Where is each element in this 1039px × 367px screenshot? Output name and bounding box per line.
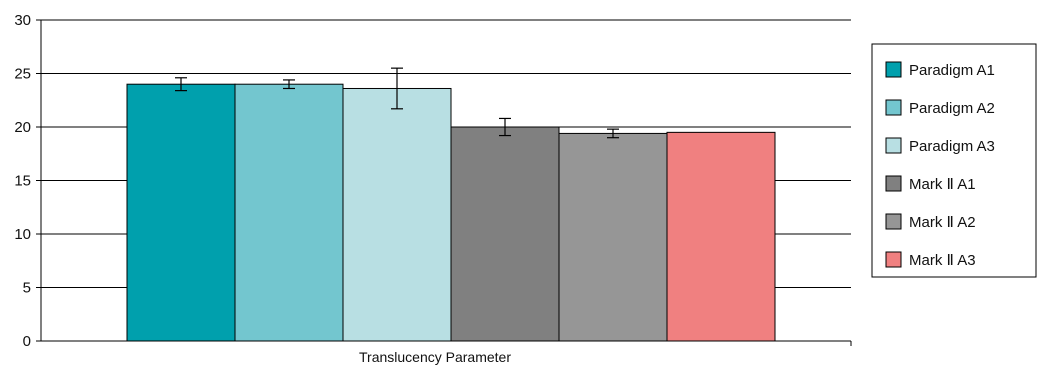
y-tick-label: 0 (23, 333, 31, 350)
x-axis-title: Translucency Parameter (359, 349, 511, 365)
legend-swatch (885, 99, 902, 116)
axes: 0 5 10 15 20 25 30 (14, 12, 852, 350)
legend-swatch (885, 175, 902, 192)
legend-swatch (885, 251, 902, 268)
legend-swatch (885, 213, 902, 230)
bar (558, 132, 668, 342)
error-bars (175, 67, 619, 139)
y-tick-label: 15 (14, 173, 31, 190)
legend: Paradigm A1 Paradigm A2 Paradigm A3 Mark Ⅱ … (871, 43, 1037, 278)
bar (234, 83, 344, 342)
legend-label: Paradigm A2 (909, 100, 995, 117)
legend-label: Paradigm A3 (909, 138, 995, 155)
legend-label: Mark Ⅱ A3 (909, 252, 976, 269)
legend-label: Mark Ⅱ A2 (909, 214, 976, 231)
bar (126, 83, 236, 342)
legend-label: Mark Ⅱ A1 (909, 176, 976, 193)
bar (450, 126, 560, 342)
bar (342, 87, 452, 342)
legend-swatch (885, 61, 902, 78)
bars (126, 83, 776, 342)
y-tick-label: 5 (23, 280, 31, 297)
legend-swatch (885, 137, 902, 154)
y-tick-label: 10 (14, 226, 31, 243)
bar (666, 131, 776, 342)
legend-label: Paradigm A1 (909, 62, 995, 79)
y-tick-label: 20 (14, 119, 31, 136)
y-tick-label: 25 (14, 66, 31, 83)
legend-box (871, 43, 1037, 278)
y-tick-label: 30 (14, 12, 31, 29)
